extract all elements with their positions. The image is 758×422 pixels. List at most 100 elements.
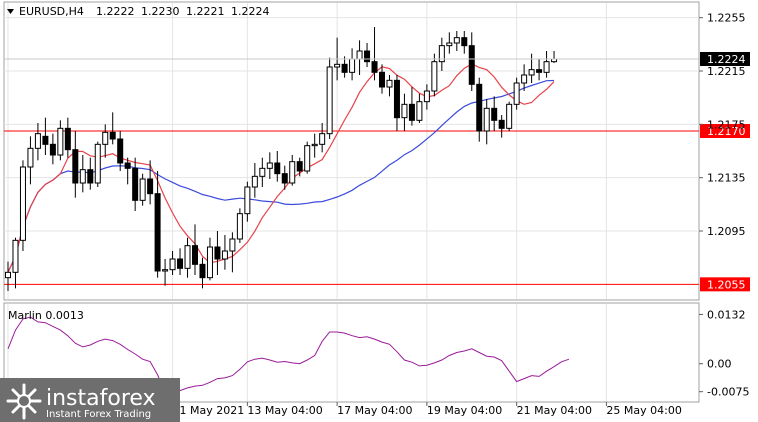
candle-body [229,238,236,252]
candle-body [401,103,408,119]
candle-body [214,246,221,260]
candle-body [64,127,71,151]
price-panel-frame [3,1,700,301]
candle-body [221,250,228,260]
candle-body [379,71,385,88]
candle-body [364,50,371,63]
candle-body [341,63,348,73]
level-price-box [700,124,750,138]
candle-body [528,69,535,76]
logo-star-icon [6,383,42,420]
candle-body [356,50,363,60]
candle-body [304,145,311,172]
candle-body [147,178,154,195]
candle-body [446,42,453,47]
candle-body [393,79,400,119]
candle-body [87,169,94,184]
candle-body [453,37,460,44]
candle-body [177,258,184,269]
candle-body [162,269,169,272]
close-value: 1.2224 [231,5,270,18]
oscillator [7,316,570,395]
price-tick-label: 1.2215 [707,65,746,78]
level-price-box [700,277,750,292]
candle-body [386,79,393,88]
time-tick-label: 19 May 04:00 [427,404,502,417]
symbol-label: EURUSD,H4 [19,5,84,18]
candle-body [259,167,266,177]
candle-body [319,133,326,145]
candle-body [296,161,303,172]
candle-body [468,45,475,85]
chart-menu-triangle-icon[interactable] [7,9,14,14]
candle-body [109,131,116,140]
level-price-label: 1.2055 [707,278,746,291]
open-value: 1.2222 [96,5,135,18]
candle-body [408,103,415,121]
time-tick-label: 11 May 2021 [173,404,245,417]
candle-body [536,69,543,73]
candles [5,27,558,291]
candle-body [49,143,56,156]
price-tick-label: 1.2175 [707,118,746,131]
candle-body [461,37,468,47]
time-tick-label: 21 May 04:00 [517,404,592,417]
time-tick-label: 25 May 04:00 [606,404,681,417]
candle-body [12,239,19,273]
time-tick-label: 13 May 04:00 [247,404,322,417]
candle-body [311,143,318,147]
price-axis: 1.2255 1.2215 1.2175 1.2135 1.2095 1.2224 [4,12,750,238]
current-price-label: 1.2224 [707,53,746,66]
candle-body [438,45,445,63]
candle-body [19,166,26,241]
candle-body [27,147,34,168]
level-price-label: 1.2170 [707,125,746,138]
osc-tick-label: -0.0075 [707,386,749,399]
candle-body [124,162,131,169]
candle-body [236,213,243,240]
candle-body [483,107,490,132]
candle-body [349,58,356,73]
current-price-box [700,52,750,66]
candle-body [34,133,41,149]
instaforex-logo: instaforex Instant Forex Trading [0,378,180,422]
candle-body [266,162,273,169]
candle-body [326,66,333,135]
candle-body [543,61,550,73]
candle-body [199,263,206,279]
candle-body [94,143,101,184]
candle-body [169,258,176,271]
candle-body [476,83,483,132]
candle-body [102,131,109,145]
candle-body [57,127,64,156]
candle-body [274,162,281,175]
candle-body [506,103,513,129]
candle-body [206,246,213,279]
candle-body [72,149,79,184]
candle-body [416,101,423,121]
candle-body [371,61,378,73]
logo-tagline: Instant Forex Trading [46,409,151,420]
candle-body [431,61,438,92]
candle-body [244,186,251,215]
osc-tick-label: 0.00 [707,358,732,371]
price-tick-label: 1.2255 [707,12,746,25]
candle-body [192,245,198,265]
candle-body [79,169,86,184]
candle-body [5,271,11,279]
candle-body [132,167,139,201]
candle-body [498,119,505,129]
candle-body [423,90,430,103]
time-tick-label: 17 May 04:00 [337,404,412,417]
horizontal-levels[interactable]: 1.2170 1.2055 [4,124,750,292]
candle-body [289,161,296,184]
logo-brand: instaforex [46,386,156,411]
oscillator-line [7,316,570,395]
candle-body [491,107,498,121]
high-value: 1.2230 [141,5,180,18]
candle-body [139,178,146,201]
candle-body [154,193,161,272]
candle-body [513,82,520,105]
candle-body [184,245,191,269]
